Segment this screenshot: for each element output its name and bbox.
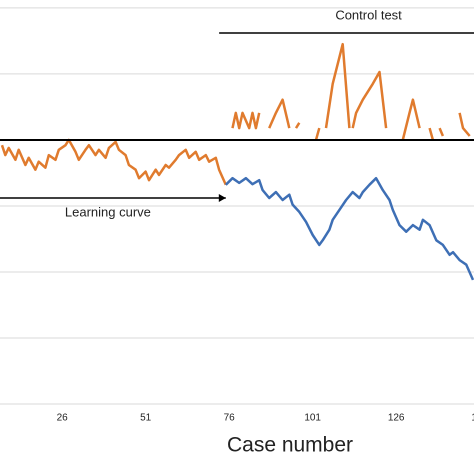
x-tick-label: 101	[304, 413, 321, 424]
arrow-head	[218, 194, 226, 203]
x-tick-label: 151	[471, 413, 474, 424]
annotation-text: Learning curve	[65, 204, 151, 219]
x-tick-label: 26	[57, 413, 69, 424]
x-axis-label: Case number	[227, 434, 353, 457]
x-tick-label: 76	[224, 413, 236, 424]
data-line	[224, 176, 474, 281]
data-line	[0, 42, 471, 186]
annotation-text: Control test	[335, 7, 402, 22]
x-tick-label: 126	[388, 413, 405, 424]
x-tick-label: 51	[140, 413, 152, 424]
